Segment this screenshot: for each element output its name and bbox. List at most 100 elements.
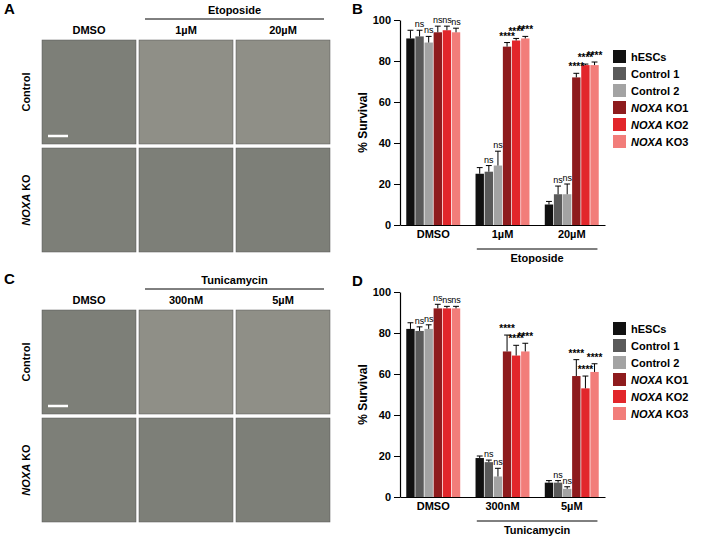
tick-label: DMSO	[417, 500, 450, 512]
tick-label: 5µM	[561, 500, 583, 512]
panel-letter: C	[4, 270, 15, 287]
bar	[563, 194, 571, 225]
y-tick: 20	[379, 178, 400, 190]
error-bar	[546, 201, 552, 204]
tick-mark	[394, 292, 400, 293]
tick-mark	[394, 456, 400, 457]
tick-mark	[394, 374, 400, 375]
tick-label: 80	[379, 55, 391, 67]
micrograph	[236, 418, 330, 522]
error-bar	[504, 43, 510, 47]
panel-letter: B	[352, 0, 363, 17]
legend-label: NOXA KO3	[631, 408, 688, 420]
bar	[452, 308, 460, 497]
tick-label: 100	[373, 286, 391, 298]
significance-label: ns	[424, 314, 434, 324]
micrograph	[42, 40, 136, 144]
image-panel: ADMSO1µM20µMEtoposideControlNOXA KO	[4, 0, 330, 252]
bar	[494, 166, 502, 225]
scale-bar	[48, 405, 68, 408]
micrograph	[139, 148, 233, 252]
significance-label: ns	[484, 155, 494, 165]
tick-mark	[394, 497, 400, 498]
error-bar	[426, 325, 432, 329]
error-bar	[573, 73, 579, 77]
legend-label: NOXA KO1	[631, 374, 688, 386]
x-tick: DMSO	[417, 497, 450, 512]
legend-label: Control 2	[631, 85, 679, 97]
x-tick: 5µM	[561, 497, 583, 512]
bar	[434, 308, 442, 497]
image-panel: CDMSO300nM5µMTunicamycinControlNOXA KO	[4, 270, 330, 522]
bar	[476, 458, 484, 497]
legend-swatch	[613, 135, 626, 148]
x-tick: 1µM	[492, 225, 514, 240]
legend: hESCsControl 1Control 2NOXA KO1NOXA KO2N…	[613, 322, 688, 420]
legend-label: NOXA KO2	[631, 391, 688, 403]
significance-label: ns	[562, 173, 572, 183]
legend-item: NOXA KO2	[613, 390, 688, 403]
micrograph	[42, 310, 136, 414]
column-label: DMSO	[73, 294, 106, 306]
error-bar	[453, 28, 459, 32]
row-label: Control	[20, 72, 32, 111]
error-bar	[546, 481, 552, 483]
y-tick: 100	[373, 286, 400, 298]
micrograph	[236, 148, 330, 252]
significance-label: ns	[424, 25, 434, 35]
x-tick: 300nM	[485, 497, 519, 512]
tick-label: 100	[373, 14, 391, 26]
error-bar	[486, 460, 492, 462]
bar	[415, 36, 423, 225]
y-tick: 0	[385, 491, 400, 503]
error-bar	[417, 30, 423, 36]
bar	[590, 372, 598, 497]
chart: Bnsnsnsnsnsnsns********ns********ns*****…	[352, 0, 688, 264]
y-tick: 20	[379, 450, 400, 462]
significance-label: ****	[517, 24, 533, 35]
tick-mark	[394, 20, 400, 21]
error-bar	[426, 36, 432, 42]
legend-swatch	[613, 373, 626, 386]
panel-letter: D	[352, 272, 363, 289]
axis-line	[401, 225, 606, 226]
bar	[415, 331, 423, 497]
legend-label: Control 1	[631, 68, 679, 80]
tick-label: 20	[379, 450, 391, 462]
tick-mark	[394, 143, 400, 144]
tick-label: 1µM	[492, 228, 514, 240]
legend-label: NOXA KO3	[631, 136, 688, 148]
tick-mark	[394, 184, 400, 185]
legend-item: hESCs	[613, 322, 666, 335]
legend-item: Control 2	[613, 84, 679, 97]
bar	[554, 483, 562, 497]
bar	[572, 376, 580, 497]
y-tick: 40	[379, 137, 400, 149]
group-line	[145, 19, 324, 20]
tick-label: DMSO	[417, 228, 450, 240]
error-bar	[495, 468, 501, 476]
bar	[503, 351, 511, 497]
axis-line	[400, 293, 401, 498]
tick-mark	[394, 333, 400, 334]
bar	[554, 194, 562, 225]
y-tick: 40	[379, 409, 400, 421]
legend-swatch	[613, 339, 626, 352]
bar	[485, 172, 493, 225]
bar	[512, 356, 520, 497]
bar	[563, 489, 571, 497]
legend-swatch	[613, 67, 626, 80]
legend-swatch	[613, 84, 626, 97]
legend-label: NOXA KO1	[631, 102, 688, 114]
legend-label: Control 2	[631, 357, 679, 369]
error-bar	[495, 151, 501, 165]
bar	[485, 462, 493, 497]
y-tick: 60	[379, 96, 400, 108]
error-bar	[564, 184, 570, 194]
bar	[452, 32, 460, 225]
legend-item: NOXA KO2	[613, 118, 688, 131]
tick-mark	[394, 102, 400, 103]
x-axis: DMSO1µM20µM	[401, 225, 606, 240]
error-bar	[582, 376, 588, 388]
column-label: DMSO	[73, 24, 106, 36]
